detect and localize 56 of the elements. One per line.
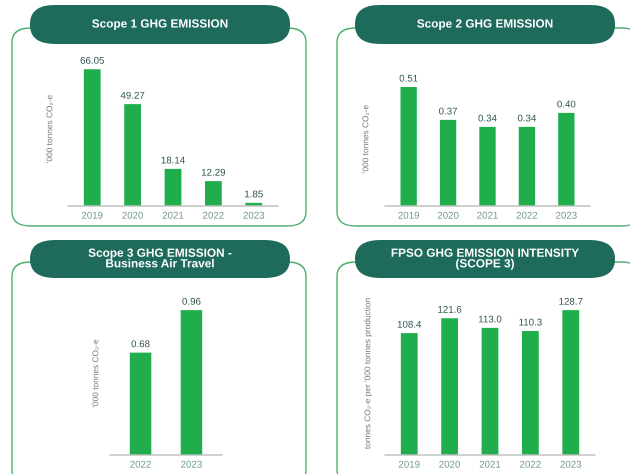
data-label: 66.05 bbox=[80, 56, 104, 64]
x-tick-label: 2019 bbox=[398, 460, 420, 468]
data-label: 0.34 bbox=[478, 114, 497, 122]
data-label: 0.96 bbox=[182, 298, 200, 305]
data-label: 110.3 bbox=[519, 318, 542, 326]
data-label: 128.7 bbox=[559, 298, 582, 305]
data-label: 12.29 bbox=[202, 168, 226, 176]
bar bbox=[204, 180, 224, 206]
bar bbox=[440, 316, 460, 455]
y-axis-title: tonnes CO₂-e per '000 tonnes production bbox=[364, 298, 372, 449]
y-axis-title: '000 tonnes CO₂-e bbox=[46, 95, 53, 163]
data-label: 0.51 bbox=[400, 74, 418, 82]
x-tick-label: 2019 bbox=[82, 212, 103, 219]
bar bbox=[478, 126, 498, 206]
x-tick-label: 2021 bbox=[477, 212, 498, 219]
x-tick-label: 2022 bbox=[520, 460, 541, 468]
bar bbox=[520, 330, 540, 455]
x-tick-label: 2020 bbox=[439, 460, 460, 468]
x-tick-label: 2021 bbox=[162, 212, 184, 219]
data-label: 1.85 bbox=[245, 190, 263, 198]
x-tick-label: 2019 bbox=[398, 212, 420, 219]
chart-title: Scope 1 GHG EMISSION bbox=[92, 19, 228, 30]
x-tick-label: 2022 bbox=[203, 212, 224, 219]
y-axis-title: '000 tonnes CO₂-e bbox=[362, 105, 369, 173]
bar bbox=[163, 168, 183, 206]
bar bbox=[399, 332, 420, 455]
x-tick-label: 2023 bbox=[556, 212, 577, 219]
x-tick-label: 2020 bbox=[438, 212, 459, 219]
bar bbox=[480, 326, 500, 455]
chart-title: Scope 2 GHG EMISSION bbox=[417, 19, 552, 30]
bar bbox=[517, 126, 536, 206]
bar bbox=[438, 118, 458, 206]
bar bbox=[399, 86, 418, 206]
x-tick-label: 2022 bbox=[130, 460, 151, 468]
data-label: 49.27 bbox=[120, 92, 144, 99]
x-tick-label: 2023 bbox=[181, 460, 202, 468]
x-tick-label: 2021 bbox=[480, 460, 500, 468]
data-label: 108.4 bbox=[398, 320, 422, 328]
bar bbox=[560, 308, 581, 455]
y-axis-title: '000 tonnes CO₂-e bbox=[92, 340, 99, 408]
x-tick-label: 2023 bbox=[560, 460, 582, 468]
data-label: 113.0 bbox=[478, 316, 502, 323]
x-tick-label: 2020 bbox=[122, 212, 144, 219]
bar bbox=[122, 102, 142, 206]
chart-title: FPSO GHG EMISSION INTENSITY (SCOPE 3) bbox=[392, 248, 579, 270]
x-tick-label: 2022 bbox=[516, 212, 538, 219]
data-label: 0.34 bbox=[518, 114, 536, 122]
chart-title: Scope 3 GHG EMISSION - Business Air Travel bbox=[88, 248, 232, 268]
data-label: 0.68 bbox=[131, 340, 150, 348]
data-label: 0.40 bbox=[557, 100, 576, 108]
data-label: 0.37 bbox=[438, 108, 458, 114]
data-label: 18.14 bbox=[162, 156, 185, 164]
bar bbox=[82, 68, 102, 206]
data-label: 121.6 bbox=[438, 306, 462, 313]
bar bbox=[556, 111, 576, 206]
x-tick-label: 2023 bbox=[243, 212, 264, 219]
